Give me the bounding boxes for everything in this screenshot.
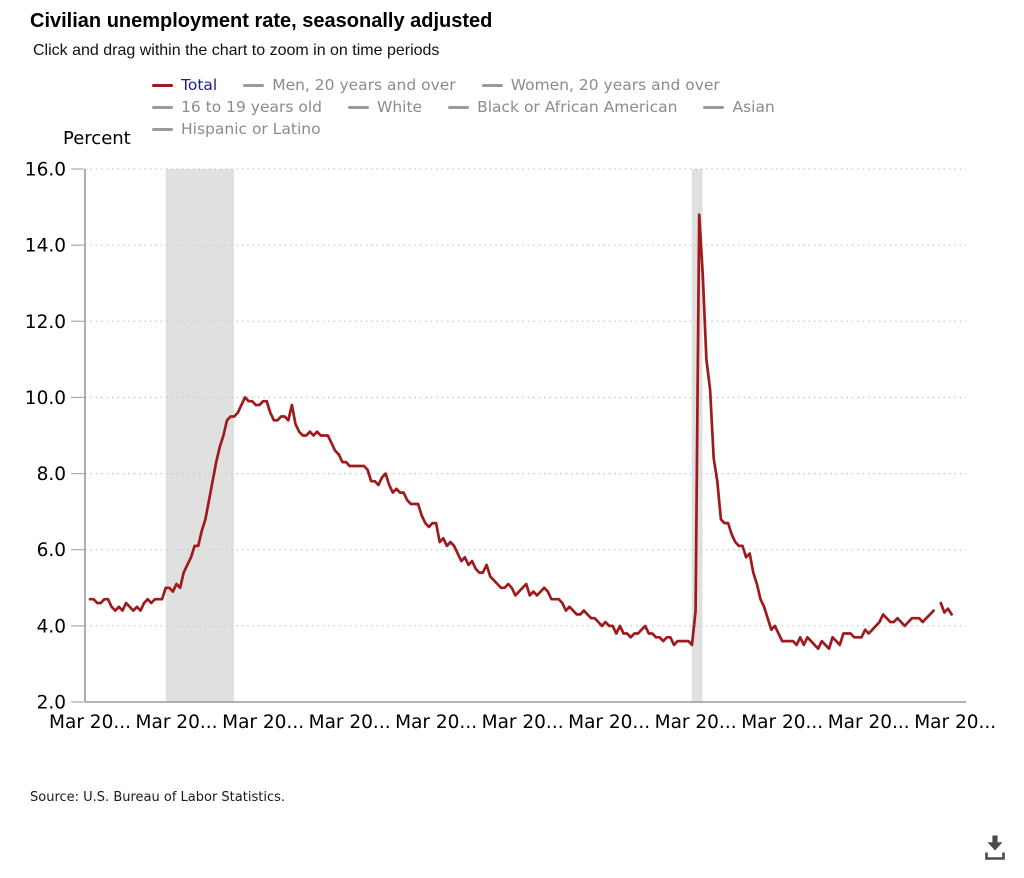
legend-row: Total Men, 20 years and over Women, 20 yea… (152, 74, 897, 96)
chart-title: Civilian unemployment rate, seasonally a… (30, 10, 493, 32)
legend-dash-icon (152, 105, 173, 109)
y-tick-label: 6.0 (37, 540, 66, 561)
legend-dash-icon (481, 83, 503, 87)
y-tick-label: 12.0 (25, 312, 66, 333)
legend-item-black-or-african-american[interactable]: Black or African American (448, 98, 677, 116)
x-tick-label: Mar 20... (136, 712, 218, 733)
legend-item-asian[interactable]: Asian (703, 98, 775, 116)
y-tick-label: 14.0 (25, 236, 66, 257)
legend-dash-icon (152, 127, 173, 131)
x-tick-label: Mar 20... (828, 712, 910, 733)
legend-dash-icon (348, 105, 369, 109)
legend-row: Hispanic or Latino (152, 118, 897, 140)
download-icon (985, 835, 1005, 860)
x-tick-label: Mar 20... (222, 712, 304, 733)
legend-label: Men, 20 years and over (272, 76, 456, 94)
legend: Total Men, 20 years and over Women, 20 yea… (152, 74, 897, 140)
legend-dash-icon (243, 83, 265, 87)
series-total-line (88, 213, 953, 651)
x-tick-label: Mar 20... (395, 712, 477, 733)
x-tick-label: Mar 20... (482, 712, 564, 733)
legend-item-men-20-and-over[interactable]: Men, 20 years and over (243, 76, 456, 94)
y-tick-label: 2.0 (37, 693, 66, 714)
y-tick-label: 8.0 (37, 464, 66, 485)
legend-label: White (377, 98, 423, 116)
chart-plot-area[interactable] (85, 169, 966, 702)
legend-label: 16 to 19 years old (181, 98, 322, 116)
chart-subtitle: Click and drag within the chart to zoom … (33, 42, 440, 59)
legend-label: Total (181, 76, 218, 94)
y-tick-label: 10.0 (25, 388, 66, 409)
x-tick-label: Mar 20... (914, 712, 996, 733)
x-tick-label: Mar 20... (568, 712, 650, 733)
legend-dash-icon (703, 105, 725, 109)
legend-item-hispanic-or-latino[interactable]: Hispanic or Latino (152, 120, 321, 138)
x-tick-label: Mar 20... (741, 712, 823, 733)
legend-item-16-to-19-years-old[interactable]: 16 to 19 years old (152, 98, 322, 116)
x-tick-label: Mar 20... (309, 712, 391, 733)
download-button[interactable] (972, 826, 1018, 870)
source-note: Source: U.S. Bureau of Labor Statistics. (30, 790, 285, 805)
x-tick-label: Mar 20... (655, 712, 737, 733)
y-tick-label: 4.0 (37, 616, 66, 637)
y-tick-label: 16.0 (25, 160, 66, 181)
legend-label: Hispanic or Latino (181, 120, 321, 138)
legend-dash-icon (152, 83, 173, 87)
legend-item-white[interactable]: White (348, 98, 422, 116)
y-axis-title: Percent (63, 128, 131, 149)
legend-dash-icon (448, 105, 470, 109)
legend-label: Black or African American (477, 98, 678, 116)
legend-label: Women, 20 years and over (510, 76, 720, 94)
legend-item-women-20-and-over[interactable]: Women, 20 years and over (481, 76, 720, 94)
x-tick-label: Mar 20... (49, 712, 131, 733)
legend-label: Asian (732, 98, 775, 116)
legend-item-total[interactable]: Total (152, 76, 217, 94)
legend-row: 16 to 19 years old White Black or African … (152, 96, 897, 118)
